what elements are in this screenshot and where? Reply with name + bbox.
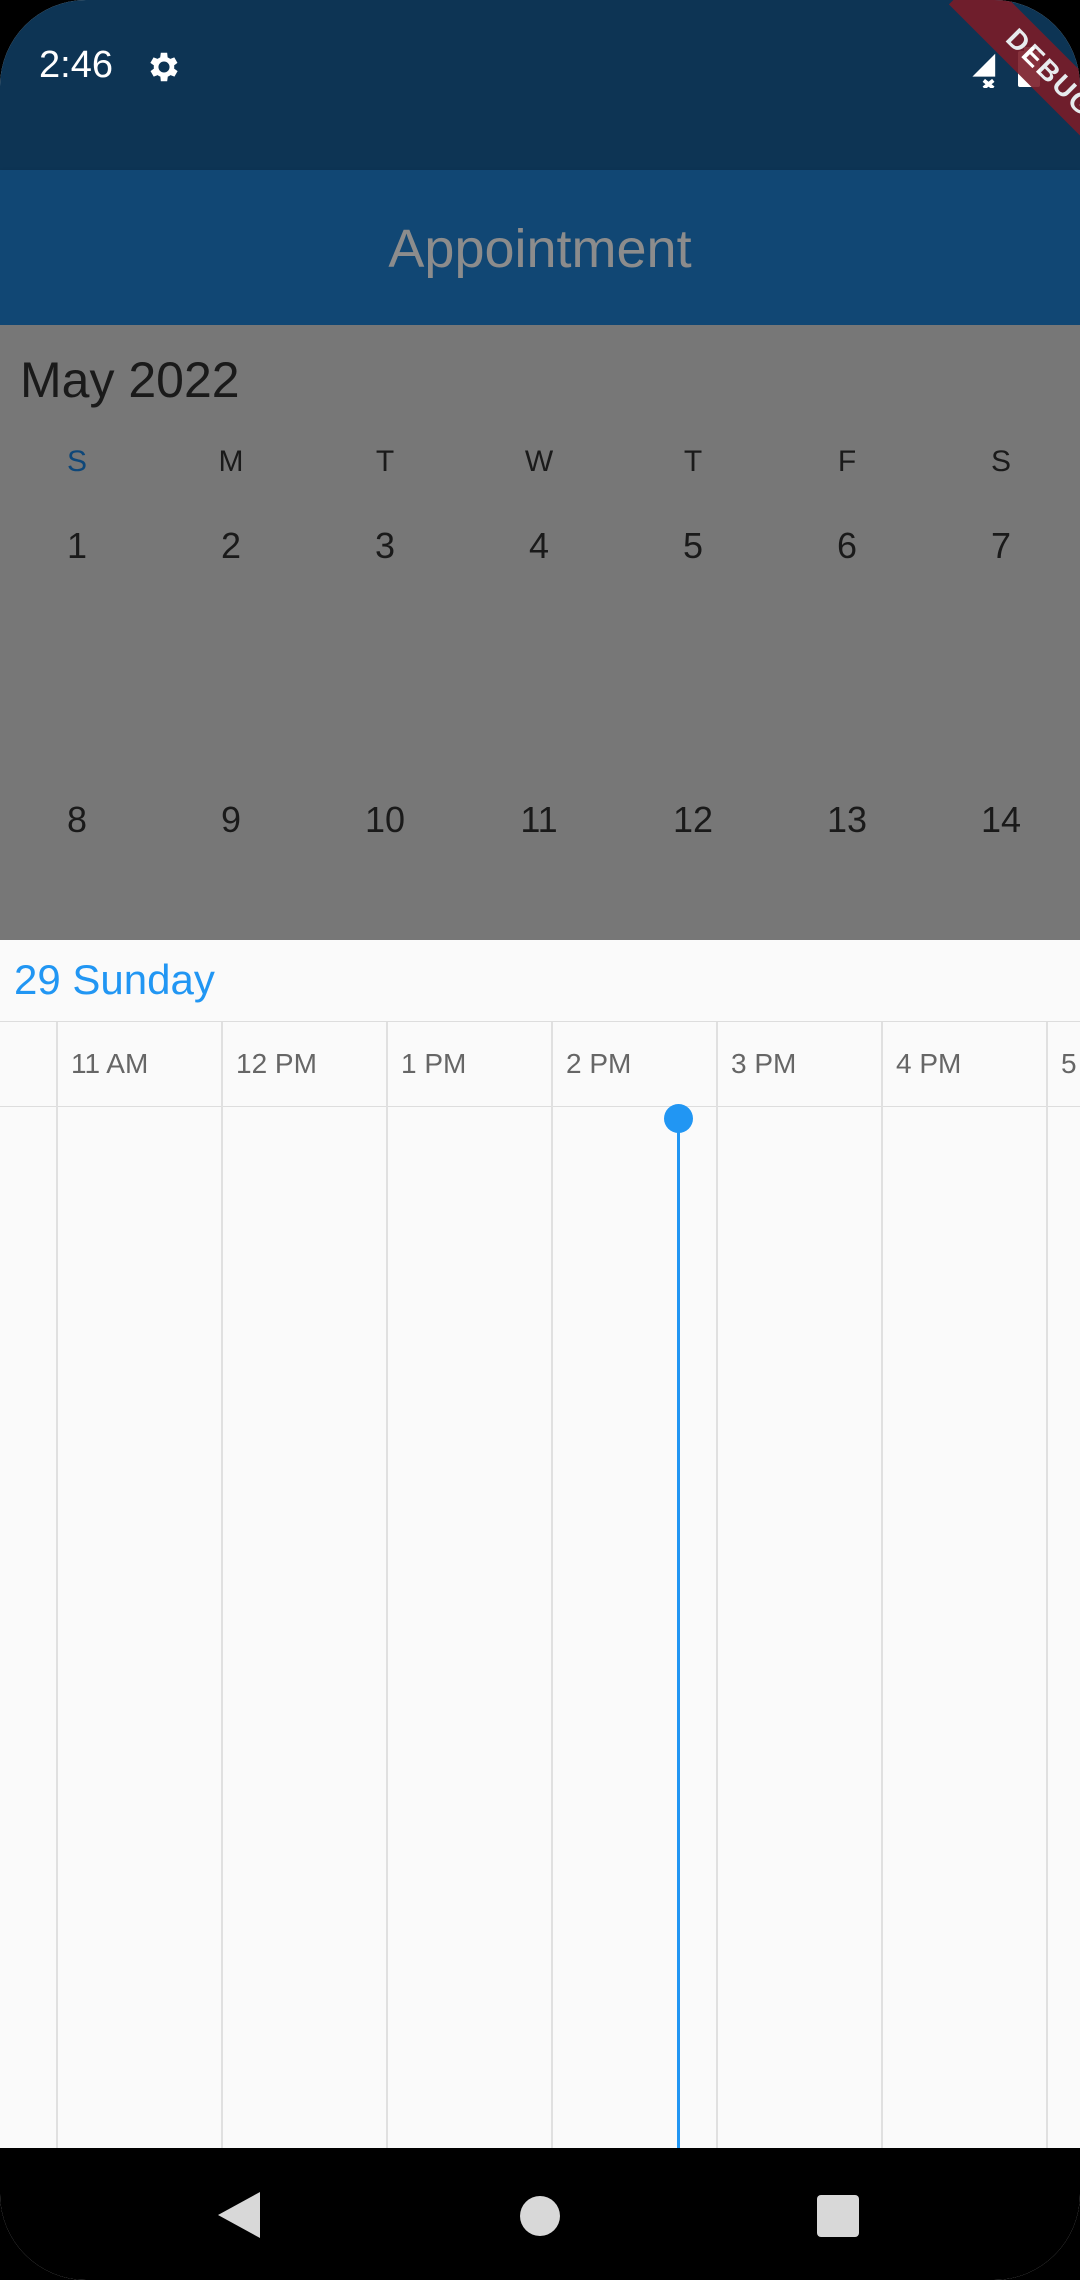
page-title: Appointment bbox=[388, 219, 692, 279]
weekday-label: M bbox=[218, 445, 244, 478]
day-cell[interactable]: 11 bbox=[520, 799, 558, 840]
day-cell[interactable]: 14 bbox=[980, 799, 1022, 840]
selected-date-label[interactable]: 29 Sunday bbox=[14, 956, 215, 1003]
hour-divider bbox=[221, 1022, 223, 2148]
day-cell[interactable]: 5 bbox=[682, 525, 704, 566]
day-cell[interactable]: 1 bbox=[66, 525, 88, 566]
time-slot-label: 3 PM bbox=[731, 1048, 797, 1079]
day-cell[interactable]: 4 bbox=[528, 525, 550, 566]
weekday-label: S bbox=[990, 445, 1011, 478]
day-cell[interactable]: 12 bbox=[672, 799, 714, 840]
recents-icon[interactable] bbox=[817, 2195, 859, 2237]
time-slot-label: 5 bbox=[1061, 1048, 1077, 1079]
month-view: May 2022 S M T W T F S 1 2 3 4 5 6 7 8 9… bbox=[0, 325, 1080, 940]
hour-divider bbox=[716, 1022, 718, 2148]
signal-off-icon bbox=[972, 53, 996, 88]
day-cell[interactable]: 13 bbox=[826, 799, 868, 840]
current-time-indicator bbox=[677, 1118, 680, 2148]
time-slot-label: 1 PM bbox=[401, 1048, 467, 1079]
home-icon[interactable] bbox=[520, 2196, 560, 2236]
day-cell[interactable]: 9 bbox=[220, 799, 242, 840]
hour-divider bbox=[551, 1022, 553, 2148]
day-cell[interactable]: 10 bbox=[364, 799, 406, 840]
navigation-bar bbox=[0, 2148, 1080, 2280]
status-time: 2:46 bbox=[39, 44, 113, 86]
day-cell[interactable]: 7 bbox=[990, 525, 1012, 566]
hour-divider bbox=[881, 1022, 883, 2148]
weekday-label: W bbox=[524, 445, 554, 478]
day-header: 29 Sunday bbox=[0, 940, 1080, 1022]
time-slot-label: 11 AM bbox=[71, 1048, 149, 1079]
time-slot-label: 2 PM bbox=[566, 1048, 632, 1079]
time-slot-label: 12 PM bbox=[236, 1048, 317, 1079]
weekday-label: S bbox=[66, 445, 87, 478]
weekday-header-row: S M T W T F S bbox=[0, 445, 1080, 505]
day-cell[interactable]: 2 bbox=[220, 525, 242, 566]
back-icon[interactable] bbox=[218, 2192, 260, 2238]
timeline-header: 11 AM 12 PM 1 PM 2 PM 3 PM 4 PM 5 bbox=[0, 1022, 1080, 1107]
week-row: 1 2 3 4 5 6 7 bbox=[0, 525, 1080, 585]
weekday-label: T bbox=[375, 445, 395, 478]
hour-divider bbox=[56, 1022, 58, 2148]
month-title[interactable]: May 2022 bbox=[20, 352, 240, 408]
hour-divider bbox=[386, 1022, 388, 2148]
day-cell[interactable]: 8 bbox=[66, 799, 88, 840]
weekday-label: F bbox=[837, 445, 857, 478]
week-row: 8 9 10 11 12 13 14 bbox=[0, 799, 1080, 859]
day-cell[interactable]: 6 bbox=[836, 525, 858, 566]
current-time-dot bbox=[664, 1104, 693, 1133]
app-bar: Appointment bbox=[0, 170, 1080, 325]
time-slot-label: 4 PM bbox=[896, 1048, 962, 1079]
weekday-label: T bbox=[683, 445, 703, 478]
hour-divider bbox=[1046, 1022, 1048, 2148]
gear-icon bbox=[150, 52, 178, 82]
status-bar: 2:46 DEBUG bbox=[0, 0, 1080, 175]
day-cell[interactable]: 3 bbox=[374, 525, 396, 566]
timeline-grid[interactable] bbox=[0, 1107, 1080, 2147]
